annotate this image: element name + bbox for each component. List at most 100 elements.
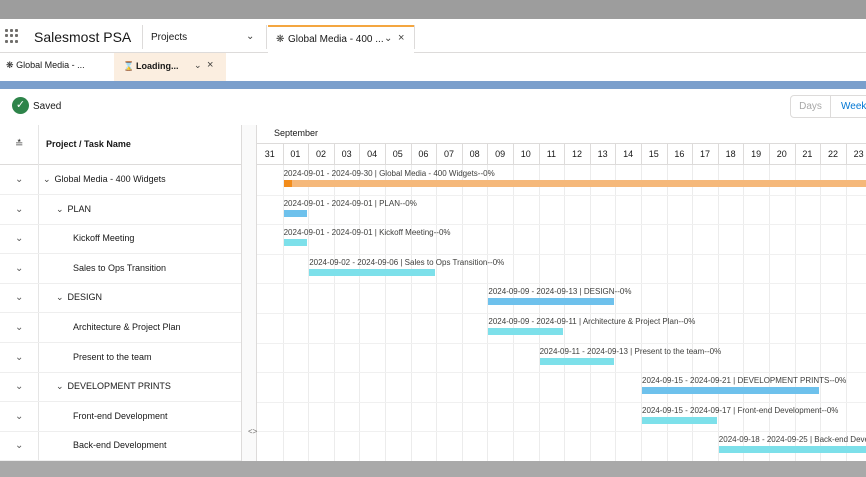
day-label: 14 — [623, 149, 634, 159]
collapse-all-icon[interactable]: ≛ — [15, 139, 24, 150]
day-label: 09 — [495, 149, 506, 159]
day-label: 15 — [648, 149, 659, 159]
task-name-text: PLAN — [67, 203, 92, 214]
row-menu-chevron-icon[interactable]: ⌄ — [15, 440, 24, 452]
day-divider — [564, 143, 566, 165]
day-divider — [769, 143, 770, 165]
day-divider — [436, 143, 438, 165]
task-row[interactable]: ⌄ Sales to Ops Transition — [0, 254, 248, 284]
day-divider — [282, 143, 284, 165]
day-divider — [513, 143, 514, 165]
gantt-bar[interactable] — [488, 298, 615, 306]
gantt-bar[interactable] — [539, 357, 615, 365]
expand-caret-icon[interactable]: ⌄ — [56, 381, 64, 392]
row-menu-chevron-icon[interactable]: ⌄ — [15, 381, 24, 393]
pane-splitter[interactable] — [241, 125, 257, 461]
close-icon[interactable]: × — [207, 59, 214, 71]
gantt-bar[interactable] — [642, 387, 820, 395]
month-label: September — [274, 128, 319, 138]
task-name-text: Global Media - 400 Widgets — [54, 174, 166, 184]
task-row[interactable]: ⌄ Back-end Development — [0, 431, 248, 462]
close-icon[interactable]: × — [398, 32, 405, 44]
day-label: 02 — [315, 149, 326, 159]
gantt-panel: ✓ Saved Days Weeks ≛ Project / Task Name… — [0, 89, 866, 462]
gantt-bar[interactable] — [718, 446, 866, 454]
subtab-label: Global Media - ... — [16, 60, 85, 70]
subtab-loading[interactable]: ⌛ Loading... ⌄ × — [114, 53, 226, 81]
days-button[interactable]: Days — [790, 95, 831, 118]
task-row[interactable]: ⌄ ⌄ PLAN — [0, 195, 248, 225]
gantt-progress-marker[interactable] — [283, 180, 292, 187]
task-name: Kickoff Meeting — [73, 233, 134, 243]
task-name: Architecture & Project Plan — [73, 322, 181, 332]
gantt-bar[interactable] — [283, 239, 308, 247]
expand-caret-icon[interactable]: ⌄ — [56, 292, 64, 303]
task-name: ⌄ DEVELOPMENT PRINTS — [56, 381, 171, 392]
task-row[interactable]: ⌄ Present to the team — [0, 343, 248, 373]
day-divider — [641, 143, 642, 165]
gantt-bar[interactable] — [309, 268, 436, 276]
gantt-bar[interactable] — [283, 180, 866, 187]
chevron-down-icon[interactable]: ⌄ — [246, 31, 255, 42]
divider — [414, 25, 415, 49]
task-name-text: Front-end Development — [73, 410, 168, 421]
gantt-bar-label: 2024-09-11 - 2024-09-13 | Present to the… — [539, 346, 722, 356]
day-label: 06 — [418, 149, 429, 159]
task-name-text: Present to the team — [73, 351, 152, 362]
bottom-strip — [0, 461, 866, 477]
gantt-chart: September 31 01 02 03 04 05 06 07 08 09 10 11 12 13 14… — [257, 125, 866, 461]
task-row[interactable]: ⌄ Kickoff Meeting — [0, 224, 248, 255]
row-gridline — [257, 372, 866, 374]
row-menu-chevron-icon[interactable]: ⌄ — [15, 233, 24, 245]
tab-global-media[interactable]: ❋ Global Media - 400 ... ⌄ × — [268, 25, 414, 53]
gantt-bar-label: 2024-09-09 - 2024-09-11 | Architecture &… — [488, 317, 696, 326]
task-row[interactable]: ⌄ ⌄ Global Media - 400 Widgets — [0, 165, 248, 195]
weeks-button[interactable]: Weeks — [831, 95, 866, 118]
task-name-text: Sales to Ops Transition — [73, 262, 167, 273]
task-row[interactable]: ⌄ Architecture & Project Plan — [0, 313, 248, 343]
expand-caret-icon[interactable]: ⌄ — [43, 174, 51, 184]
day-divider — [461, 143, 463, 165]
day-divider — [692, 143, 694, 165]
check-circle-icon: ✓ — [12, 97, 29, 114]
gantt-bar[interactable] — [283, 209, 308, 217]
column-header-task-name[interactable]: Project / Task Name — [46, 139, 131, 149]
day-divider — [845, 143, 847, 165]
day-divider — [333, 143, 335, 165]
row-menu-chevron-icon[interactable]: ⌄ — [15, 203, 24, 215]
app-name: Salesmost PSA — [34, 29, 132, 45]
row-menu-chevron-icon[interactable]: ⌄ — [15, 292, 24, 304]
row-gridline — [257, 313, 866, 314]
row-gridline — [257, 342, 866, 344]
day-label: 01 — [290, 149, 301, 159]
chevron-down-icon[interactable]: ⌄ — [194, 60, 202, 70]
day-label: 11 — [546, 149, 557, 159]
row-menu-chevron-icon[interactable]: ⌄ — [15, 262, 24, 274]
splitter-handle-icon[interactable]: <> — [248, 427, 258, 436]
project-icon: ❋ — [276, 34, 285, 45]
task-row[interactable]: ⌄ ⌄ DEVELOPMENT PRINTS — [0, 372, 248, 403]
top-strip — [0, 0, 866, 19]
row-menu-chevron-icon[interactable]: ⌄ — [15, 322, 24, 333]
gantt-bar[interactable] — [488, 328, 564, 335]
day-label: 07 — [443, 149, 454, 159]
subtab-global-media[interactable]: ❋ Global Media - ... — [6, 60, 85, 71]
gantt-bar[interactable] — [642, 416, 717, 424]
day-label: 04 — [367, 149, 378, 159]
chevron-down-icon[interactable]: ⌄ — [384, 33, 393, 44]
expand-caret-icon[interactable]: ⌄ — [56, 203, 64, 214]
day-divider — [717, 143, 719, 165]
task-row[interactable]: ⌄ ⌄ DESIGN — [0, 283, 248, 314]
app-launcher-icon[interactable] — [5, 29, 19, 43]
row-menu-chevron-icon[interactable]: ⌄ — [15, 410, 24, 422]
task-name-text: Architecture & Project Plan — [73, 322, 181, 332]
row-gridline — [257, 283, 866, 285]
task-name: Sales to Ops Transition — [73, 263, 166, 273]
day-label: 31 — [264, 149, 275, 159]
row-menu-chevron-icon[interactable]: ⌄ — [15, 174, 24, 185]
task-row[interactable]: ⌄ Front-end Development — [0, 402, 248, 432]
day-divider — [308, 143, 310, 165]
gantt-bar-label: 2024-09-01 - 2024-09-01 | PLAN--0% — [283, 198, 417, 208]
nav-item-projects[interactable]: Projects — [151, 32, 188, 43]
row-menu-chevron-icon[interactable]: ⌄ — [15, 351, 24, 363]
